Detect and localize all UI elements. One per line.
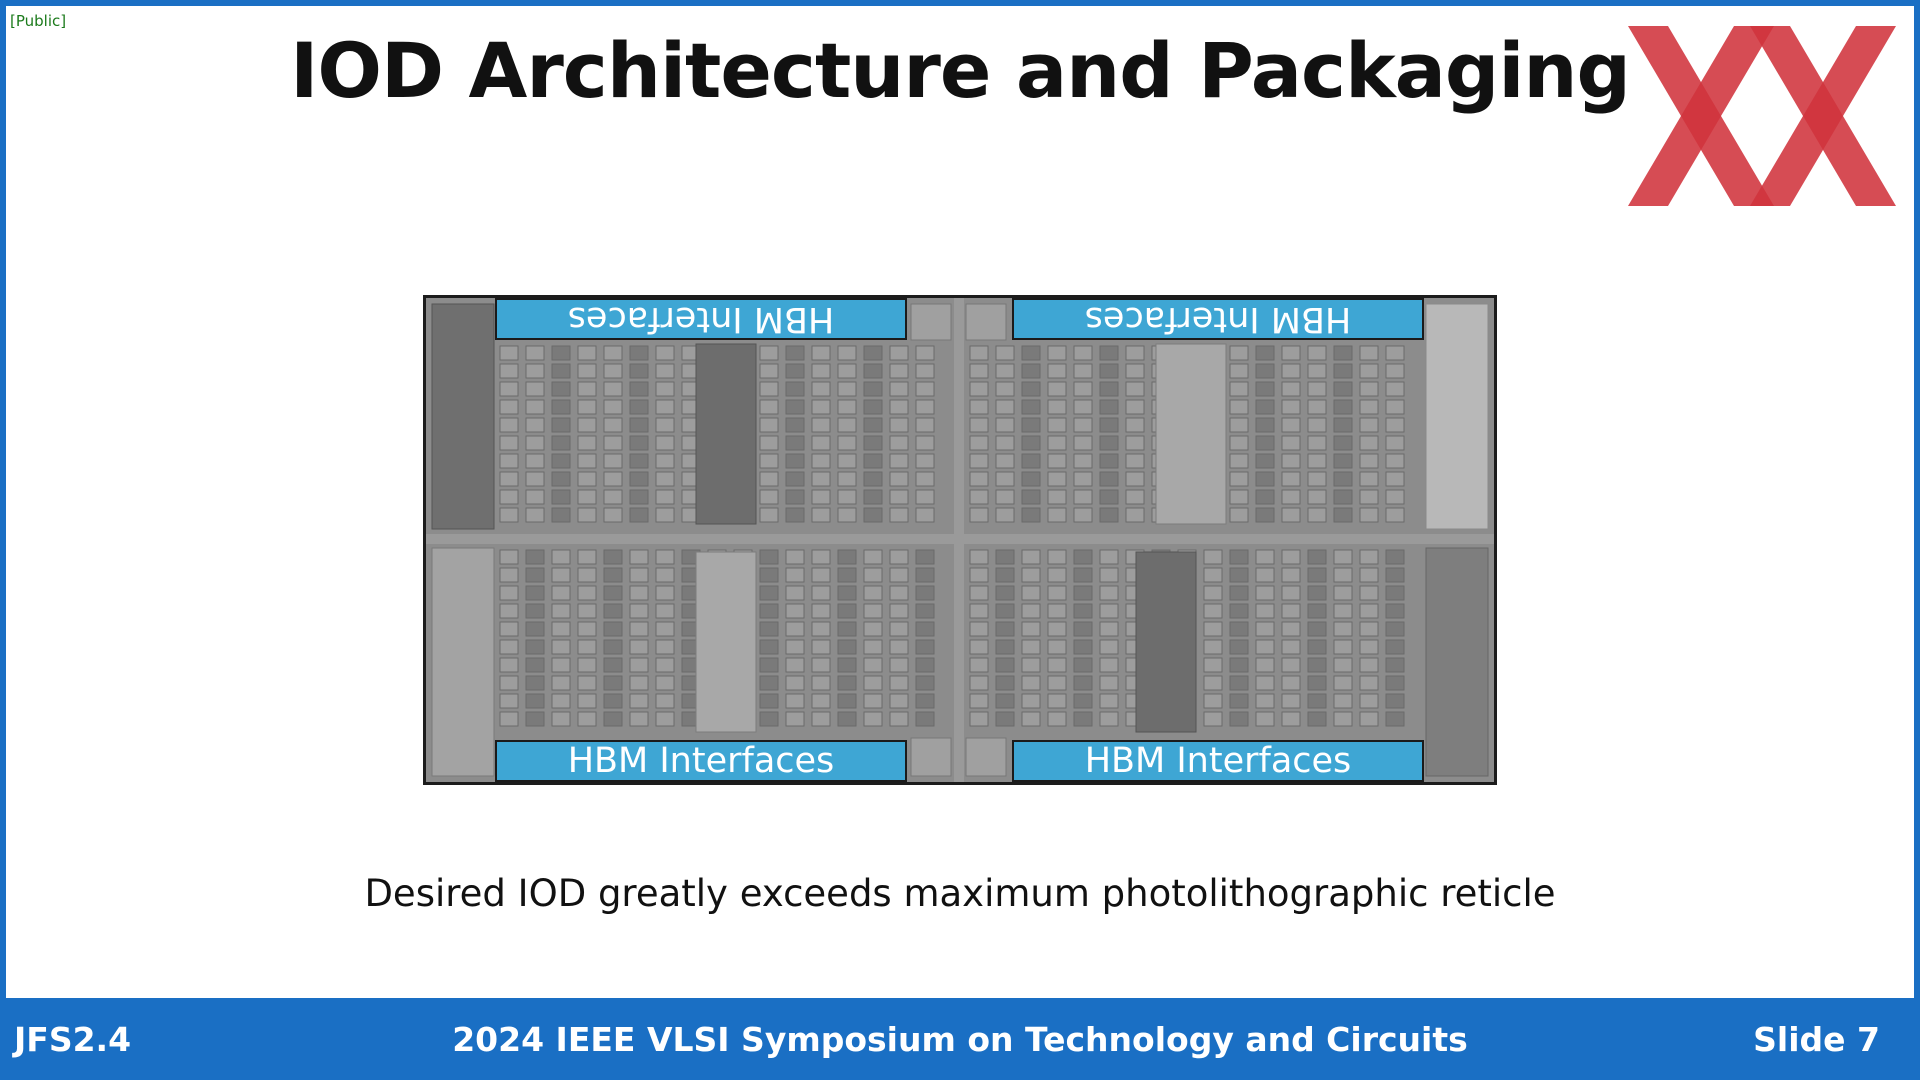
footer-session-id: JFS2.4 xyxy=(14,1020,132,1059)
die-layout xyxy=(426,298,1494,782)
hbm-interface-bottom-left: HBM Interfaces xyxy=(495,740,907,782)
iod-die-image: HBM Interfaces HBM Interfaces HBM Interf… xyxy=(423,295,1497,785)
footer-conference: 2024 IEEE VLSI Symposium on Technology a… xyxy=(452,1020,1468,1059)
footer-slide-number: Slide 7 xyxy=(1753,1020,1880,1059)
classification-tag: [Public] xyxy=(10,12,67,30)
hbm-interface-top-left: HBM Interfaces xyxy=(495,298,907,340)
hbm-interface-bottom-right: HBM Interfaces xyxy=(1012,740,1424,782)
slide-title: IOD Architecture and Packaging xyxy=(290,26,1631,115)
slide-caption: Desired IOD greatly exceeds maximum phot… xyxy=(364,872,1556,915)
xx-logo-icon xyxy=(1628,26,1896,206)
hbm-interface-top-right: HBM Interfaces xyxy=(1012,298,1424,340)
footer-bar: JFS2.4 2024 IEEE VLSI Symposium on Techn… xyxy=(0,998,1920,1080)
